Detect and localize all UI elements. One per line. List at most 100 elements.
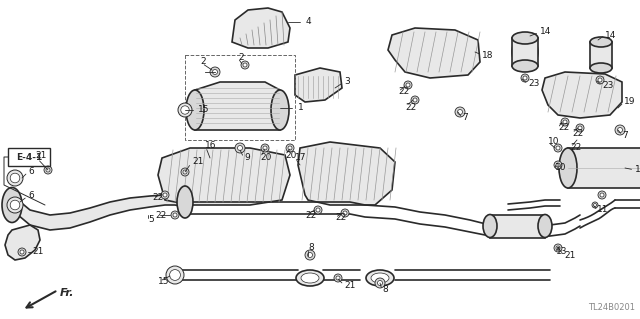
Ellipse shape xyxy=(301,273,319,283)
Ellipse shape xyxy=(371,273,389,283)
Bar xyxy=(568,148,640,188)
Polygon shape xyxy=(490,215,545,238)
Text: Fr.: Fr. xyxy=(60,288,74,298)
Circle shape xyxy=(261,144,269,152)
Circle shape xyxy=(10,173,20,183)
Circle shape xyxy=(618,128,623,132)
Text: 20: 20 xyxy=(260,153,271,162)
Circle shape xyxy=(212,70,218,75)
Circle shape xyxy=(375,278,385,288)
Text: 17: 17 xyxy=(295,153,307,162)
Ellipse shape xyxy=(512,36,538,68)
Text: 22: 22 xyxy=(305,211,316,219)
Ellipse shape xyxy=(483,214,497,238)
Text: 16: 16 xyxy=(205,140,216,150)
Polygon shape xyxy=(542,72,622,118)
Text: 18: 18 xyxy=(482,50,493,60)
Circle shape xyxy=(183,170,187,174)
Circle shape xyxy=(44,166,52,174)
Ellipse shape xyxy=(512,60,538,72)
Circle shape xyxy=(307,253,312,257)
Circle shape xyxy=(521,74,529,82)
Circle shape xyxy=(181,168,189,176)
Circle shape xyxy=(598,78,602,82)
Circle shape xyxy=(288,146,292,150)
Polygon shape xyxy=(195,82,280,130)
Text: 8: 8 xyxy=(382,286,388,294)
Text: E-4-1: E-4-1 xyxy=(16,152,42,161)
Circle shape xyxy=(263,146,267,150)
Circle shape xyxy=(305,250,315,260)
Circle shape xyxy=(458,109,463,115)
Text: 7: 7 xyxy=(462,114,468,122)
Text: 23: 23 xyxy=(602,80,613,90)
Circle shape xyxy=(7,170,23,186)
Circle shape xyxy=(411,96,419,104)
Polygon shape xyxy=(512,38,538,66)
Polygon shape xyxy=(388,28,480,78)
Text: 1: 1 xyxy=(298,103,304,113)
Circle shape xyxy=(563,120,567,124)
Polygon shape xyxy=(232,8,290,48)
Text: 6: 6 xyxy=(28,167,34,176)
Text: 11: 11 xyxy=(597,205,609,214)
Circle shape xyxy=(341,209,349,217)
Polygon shape xyxy=(298,142,395,205)
Circle shape xyxy=(406,83,410,87)
Circle shape xyxy=(561,118,569,126)
Text: 4: 4 xyxy=(306,18,312,26)
Text: 14: 14 xyxy=(605,31,616,40)
Circle shape xyxy=(600,193,604,197)
Text: 22: 22 xyxy=(572,129,583,137)
Ellipse shape xyxy=(186,90,204,130)
Circle shape xyxy=(163,193,167,197)
Ellipse shape xyxy=(590,63,612,73)
Text: 21: 21 xyxy=(32,248,44,256)
Ellipse shape xyxy=(2,188,22,222)
Circle shape xyxy=(171,211,179,219)
Circle shape xyxy=(46,168,50,172)
Text: 22: 22 xyxy=(558,123,569,132)
Circle shape xyxy=(593,204,596,206)
Circle shape xyxy=(286,144,294,152)
Text: 10: 10 xyxy=(548,137,559,146)
Text: 21: 21 xyxy=(564,250,575,259)
Circle shape xyxy=(336,276,340,280)
Text: 13: 13 xyxy=(556,248,568,256)
Text: 23: 23 xyxy=(528,79,540,88)
Polygon shape xyxy=(12,188,185,230)
Circle shape xyxy=(7,197,23,213)
Circle shape xyxy=(166,266,184,284)
Circle shape xyxy=(598,191,606,199)
Polygon shape xyxy=(158,148,290,205)
Circle shape xyxy=(20,250,24,254)
Ellipse shape xyxy=(559,148,577,188)
Circle shape xyxy=(334,274,342,282)
Text: 8: 8 xyxy=(308,243,314,253)
Text: TL24B0201: TL24B0201 xyxy=(588,303,635,312)
Ellipse shape xyxy=(177,186,193,218)
Circle shape xyxy=(554,144,562,152)
Circle shape xyxy=(235,143,245,153)
Circle shape xyxy=(596,76,604,84)
Text: 6: 6 xyxy=(28,191,34,201)
Text: 22: 22 xyxy=(398,87,409,97)
Circle shape xyxy=(556,146,560,150)
Circle shape xyxy=(314,206,322,214)
Ellipse shape xyxy=(538,214,552,238)
Circle shape xyxy=(237,145,243,151)
Text: 22: 22 xyxy=(155,211,166,219)
Text: 14: 14 xyxy=(540,27,552,36)
Circle shape xyxy=(378,280,383,286)
Text: 20: 20 xyxy=(285,151,296,160)
Text: 22: 22 xyxy=(570,144,581,152)
Text: 15: 15 xyxy=(198,106,209,115)
Ellipse shape xyxy=(296,270,324,286)
Text: 7: 7 xyxy=(622,130,628,139)
Circle shape xyxy=(10,200,20,210)
Text: 3: 3 xyxy=(344,78,349,86)
Text: 9: 9 xyxy=(244,153,250,162)
Circle shape xyxy=(243,63,247,67)
Text: 19: 19 xyxy=(624,98,636,107)
Polygon shape xyxy=(295,68,342,102)
